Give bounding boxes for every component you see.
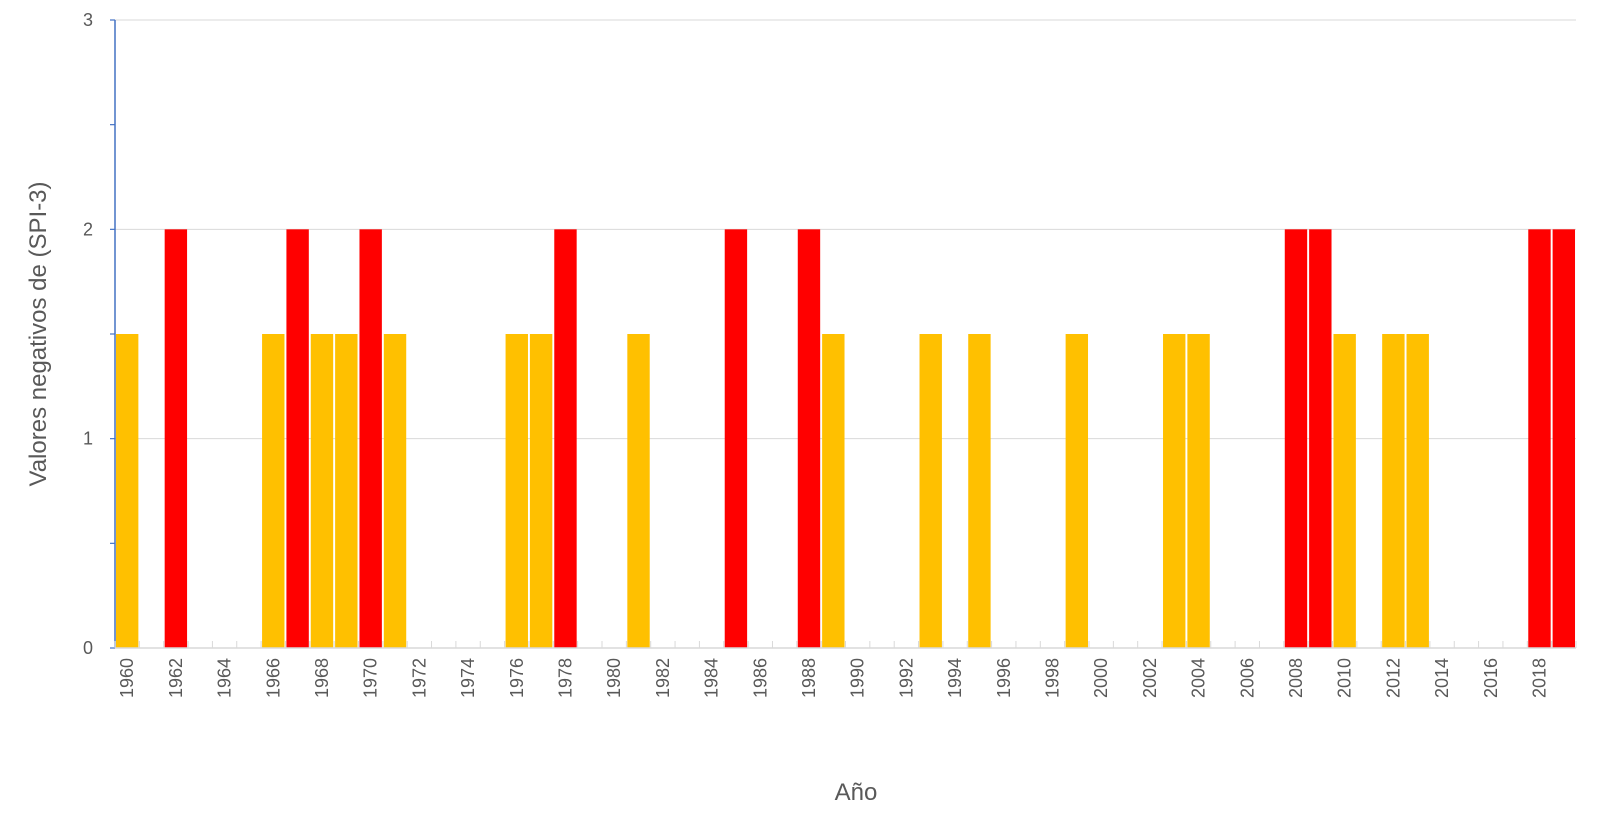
x-tick-label: 1992: [896, 658, 916, 698]
x-tick-label: 1976: [507, 658, 527, 698]
bar-1981: [627, 334, 650, 648]
bar-1967: [286, 229, 309, 648]
x-tick-label: 1970: [361, 658, 381, 698]
x-tick-label: 1974: [458, 658, 478, 698]
bar-1978: [554, 229, 577, 648]
x-tick-label: 2016: [1481, 658, 1501, 698]
x-tick-label: 1962: [166, 658, 186, 698]
x-tick-label: 2012: [1383, 658, 1403, 698]
x-tick-label: 1994: [945, 658, 965, 698]
y-tick-label: 1: [83, 429, 93, 449]
x-tick-label: 2008: [1286, 658, 1306, 698]
gridlines: [115, 19, 1576, 440]
bar-2012: [1382, 334, 1405, 648]
bar-1993: [919, 334, 942, 648]
x-tick-label: 1986: [750, 658, 770, 698]
bars: [115, 229, 1576, 648]
x-tick-label: 1968: [312, 658, 332, 698]
bar-1995: [968, 334, 991, 648]
bar-1989: [822, 334, 845, 648]
x-tick-label: 1982: [653, 658, 673, 698]
bar-1968: [310, 334, 334, 648]
x-tick-label: 1998: [1042, 658, 1062, 698]
x-tick-label: 2006: [1237, 658, 1257, 698]
bar-2010: [1333, 334, 1356, 648]
bar-2008: [1284, 229, 1308, 648]
x-tick-label: 2010: [1335, 658, 1355, 698]
x-tick-label: 1978: [555, 658, 575, 698]
y-tick-labels: 0 1 2 3: [83, 10, 93, 658]
bar-2019: [1552, 229, 1576, 648]
bar-1977: [529, 334, 553, 648]
x-tick-label: 1964: [215, 658, 235, 698]
x-axis-title: Año: [835, 779, 878, 806]
bar-1988: [797, 229, 821, 648]
bar-2013: [1406, 334, 1429, 648]
x-tick-labels: 1960 1962 1964 1966 1968 1970 1972 1974 1976 1978…: [117, 658, 1549, 698]
bar-2018: [1528, 229, 1551, 648]
bar-1960: [115, 334, 139, 648]
bar-2003: [1163, 334, 1186, 648]
bar-2004: [1187, 334, 1210, 648]
x-tick-label: 1996: [994, 658, 1014, 698]
x-tick-label: 2000: [1091, 658, 1111, 698]
y-axis-title: Valores negativos de (SPI-3): [25, 181, 52, 486]
bar-1971: [383, 334, 407, 648]
x-tick-label: 2014: [1432, 658, 1452, 698]
y-tick-label: 0: [83, 638, 93, 658]
x-tick-label: 1980: [604, 658, 624, 698]
x-tick-label: 1960: [117, 658, 137, 698]
x-tick-label: 1966: [263, 658, 283, 698]
y-tick-label: 2: [83, 219, 93, 239]
x-tick-label: 2002: [1140, 658, 1160, 698]
x-tick-label: 1990: [848, 658, 868, 698]
bar-1976: [505, 334, 528, 648]
bar-1962: [164, 229, 188, 648]
x-tick-label: 1988: [799, 658, 819, 698]
x-tick-label: 1972: [409, 658, 429, 698]
bar-1966: [262, 334, 285, 648]
axes: [110, 19, 1577, 649]
bar-2009: [1309, 229, 1332, 648]
bar-1969: [335, 334, 358, 648]
x-tick-label: 2004: [1189, 658, 1209, 698]
x-tick-label: 2018: [1529, 658, 1549, 698]
bar-1999: [1065, 334, 1089, 648]
bar-1970: [359, 229, 382, 648]
bar-1985: [724, 229, 748, 648]
x-tick-label: 1984: [702, 658, 722, 698]
y-tick-label: 3: [83, 10, 93, 30]
